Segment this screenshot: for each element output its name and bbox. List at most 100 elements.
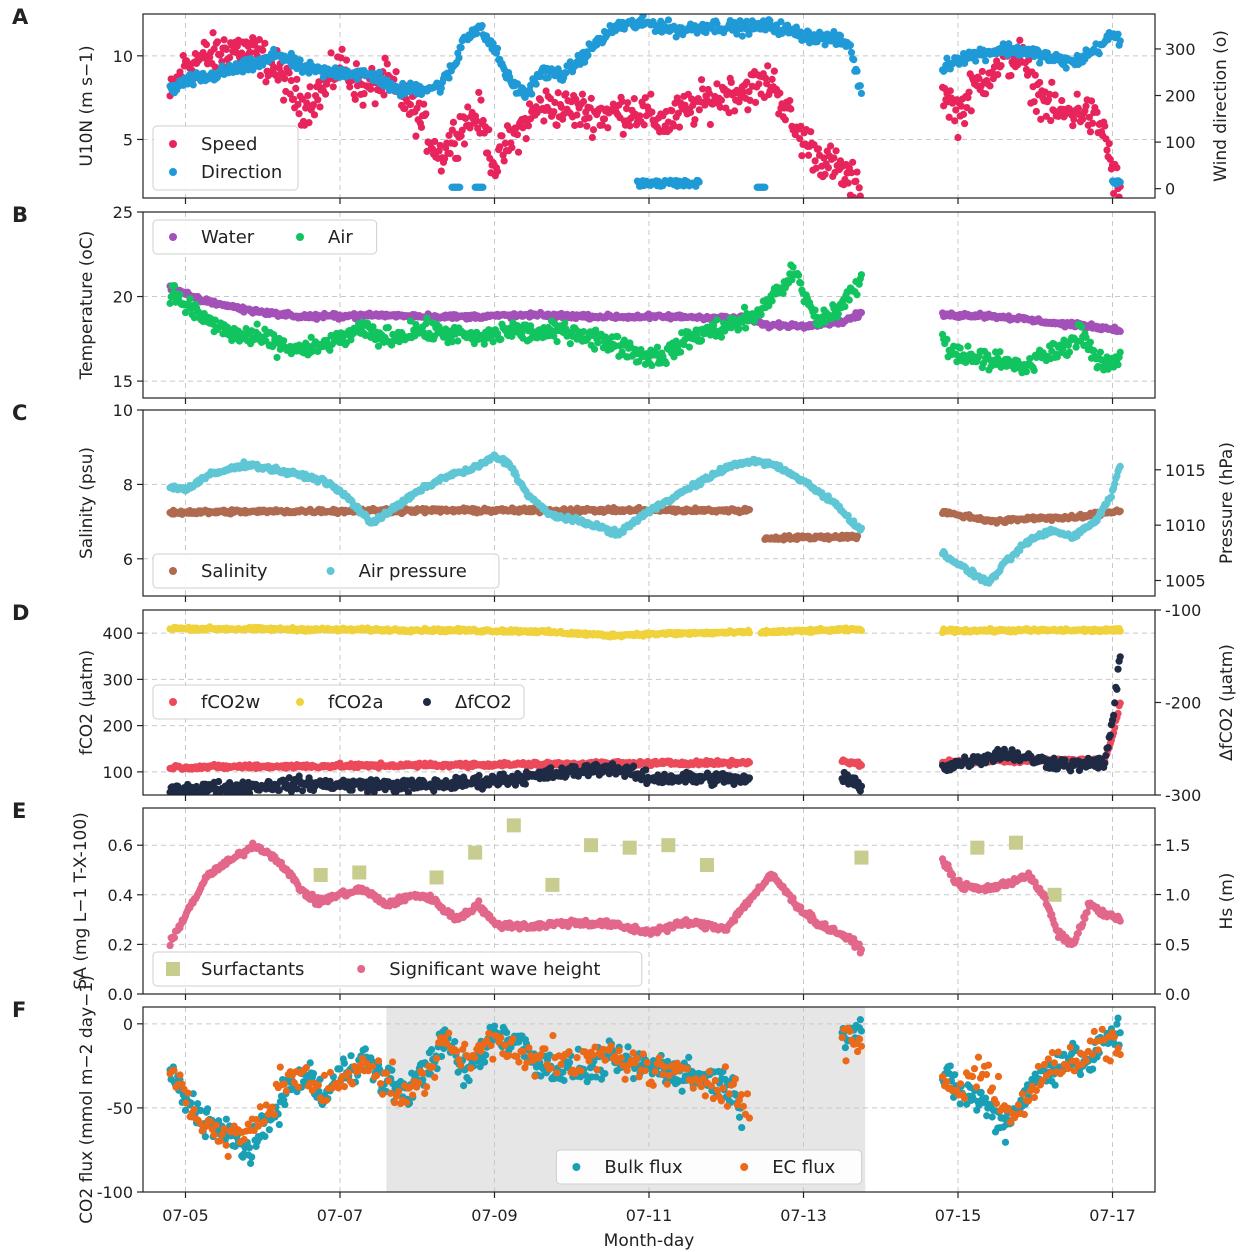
data-point [466,124,474,132]
legend-label: Air pressure [359,561,467,582]
legend-label: Air [328,227,353,248]
data-point [849,158,857,166]
data-point [1116,178,1124,186]
data-point [406,317,415,325]
data-layer [166,14,1124,198]
data-point [280,337,288,345]
data-point [600,115,609,123]
data-point [573,111,581,119]
data-point [695,178,703,186]
data-point [1090,346,1098,355]
data-point [777,18,785,26]
data-point [792,23,800,31]
data-point [544,74,552,82]
y-right-axis-label: Pressure (hPa) [1217,442,1237,564]
data-point [522,135,530,143]
data-point [1082,102,1090,110]
data-point [445,131,453,139]
data-point [713,316,721,324]
data-point [986,82,994,90]
data-point [624,99,632,107]
data-point [717,96,725,104]
data-point [614,333,622,341]
y-tick-label: 10 [113,401,133,420]
data-point [1116,37,1124,45]
data-point [489,39,497,48]
y-tick-label: 6 [123,550,133,569]
data-point [853,291,861,299]
data-point [374,342,383,350]
data-point [186,295,194,303]
data-point [209,29,217,37]
data-point [826,142,835,150]
data-point [1079,115,1087,123]
data-point [1116,348,1124,356]
data-point [1105,140,1113,148]
data-point [392,68,400,76]
data-point [1107,493,1116,501]
series-salinity [166,503,1124,544]
data-point [508,332,516,340]
data-point [500,157,508,165]
data-point [821,170,829,178]
data-point [562,90,570,98]
data-point [422,110,430,118]
data-point [562,69,570,77]
data-point [1022,368,1031,376]
data-point [307,333,315,341]
data-point [670,122,678,130]
data-point [351,95,359,103]
data-point [321,90,330,98]
data-point [294,100,302,109]
data-point [217,50,225,58]
data-point [1058,96,1066,105]
data-point [579,327,588,336]
data-point [485,126,493,134]
data-point [670,353,678,361]
data-point [222,45,230,54]
data-point [286,90,294,98]
data-point [794,271,803,279]
data-point [743,17,751,26]
data-point [626,122,634,130]
data-point [327,49,335,57]
data-point [636,112,644,120]
data-point [306,83,314,91]
data-point [493,167,502,176]
data-point [228,336,236,345]
data-point [1073,90,1081,98]
data-point [695,106,703,114]
y-right-tick-label: 1005 [1165,572,1206,591]
data-point [213,38,222,46]
data-point [847,169,856,177]
series-direction [166,14,1124,191]
data-point [454,337,462,345]
legend-marker [169,140,177,148]
data-point [731,107,739,115]
data-point [761,74,770,82]
data-point [1037,115,1045,123]
data-point [233,42,241,50]
y-right-axis-label: Wind direction (o) [1211,30,1231,182]
legend-marker [169,168,177,176]
data-point [274,76,282,84]
data-point [472,30,481,38]
data-point [256,71,265,80]
data-point [812,164,820,172]
data-point [807,128,815,136]
data-point [713,80,721,88]
data-point [850,56,858,64]
data-point [594,339,602,347]
data-point [420,100,428,108]
data-point [652,351,660,359]
legend-marker [296,233,304,241]
data-point [315,78,323,86]
data-point [648,361,656,370]
data-point [338,45,346,53]
data-point [270,45,278,54]
data-point [757,311,765,319]
data-point [551,98,559,107]
data-point [961,120,969,128]
data-point [497,335,505,343]
